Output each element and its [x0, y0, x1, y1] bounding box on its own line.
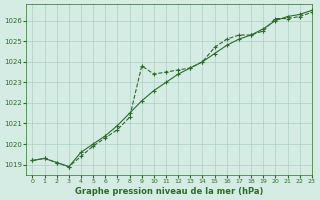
X-axis label: Graphe pression niveau de la mer (hPa): Graphe pression niveau de la mer (hPa) [75, 187, 263, 196]
